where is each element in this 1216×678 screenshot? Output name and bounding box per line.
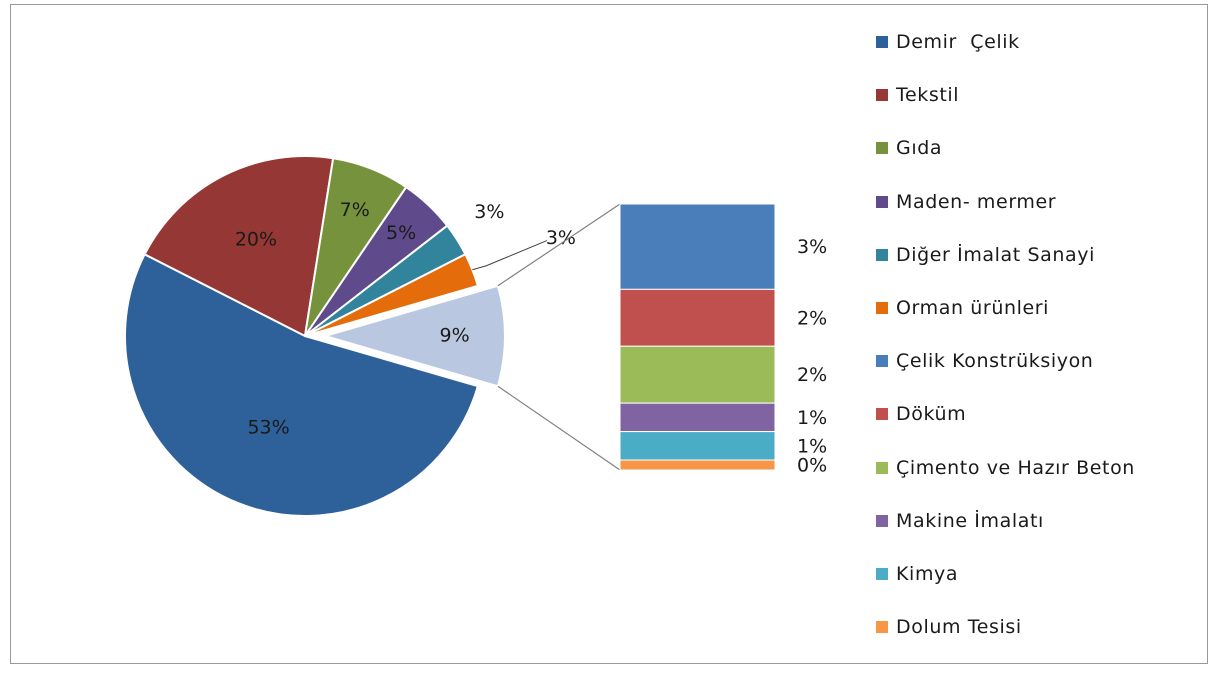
legend-label: Kimya <box>896 563 959 585</box>
connector-line-bottom <box>497 385 621 471</box>
legend-item: Diğer İmalat Sanayi <box>876 243 1095 267</box>
bar-segment <box>619 402 776 433</box>
legend-swatch <box>876 142 888 155</box>
legend-label: Çimento ve Hazır Beton <box>896 456 1135 479</box>
legend-swatch <box>876 355 888 368</box>
pie-data-label: 7% <box>340 199 370 221</box>
legend-swatch <box>876 195 888 208</box>
legend-swatch <box>876 514 888 527</box>
legend-label: Tekstil <box>896 84 960 107</box>
pie-data-label: 3% <box>546 227 576 249</box>
legend-label: Orman ürünleri <box>896 297 1050 319</box>
legend-label: Çelik Konstrüksiyon <box>896 350 1094 373</box>
legend-swatch <box>876 568 888 580</box>
legend-swatch <box>876 461 888 474</box>
stacked-bar: 3%2%2%1%1%0% <box>619 203 827 477</box>
pie-chart: 53% 20% 7% 5% 3% 3% 9% <box>124 155 576 517</box>
legend-swatch <box>876 248 888 261</box>
legend-item: Demir Çelik <box>876 30 1020 54</box>
connector-lines <box>497 203 621 471</box>
pie-data-label: 3% <box>474 201 504 223</box>
bar-data-label: 2% <box>797 364 827 386</box>
legend-item: Gıda <box>876 136 942 160</box>
bar-data-label: 2% <box>797 307 827 329</box>
pie-data-label: 5% <box>386 222 416 244</box>
bar-segment <box>619 288 776 347</box>
legend-item: Dolum Tesisi <box>876 615 1022 639</box>
bar-segment <box>619 431 776 461</box>
legend-label: Döküm <box>896 403 967 426</box>
legend-label: Gıda <box>896 137 943 160</box>
pie-slice <box>321 284 506 388</box>
legend-label: Dolum Tesisi <box>896 616 1022 639</box>
bar-data-label: 0% <box>797 455 827 477</box>
bar-segment <box>619 459 776 471</box>
legend-label: Maden- mermer <box>896 190 1057 213</box>
bar-segment <box>619 203 776 290</box>
legend-item: Kimya <box>876 562 958 586</box>
legend-swatch <box>876 302 888 314</box>
legend-label: Demir Çelik <box>896 31 1020 53</box>
bar-data-label: 1% <box>797 407 827 429</box>
legend-swatch <box>876 408 888 421</box>
legend-item: Maden- mermer <box>876 190 1056 214</box>
pie-data-label: 20% <box>235 228 277 250</box>
pie-slice <box>304 252 480 337</box>
connector-line-top <box>497 203 621 287</box>
legend-item: Tekstil <box>876 83 959 107</box>
legend-item: Çelik Konstrüksiyon <box>876 349 1093 373</box>
bar-data-label: 3% <box>797 236 827 258</box>
pie-data-label: 53% <box>247 417 289 439</box>
pie-data-label: 9% <box>440 325 470 347</box>
bar-segment <box>619 345 776 404</box>
legend-item: Döküm <box>876 402 966 426</box>
legend-swatch <box>876 621 888 634</box>
pie-slice <box>143 155 335 338</box>
bar-data-label: 1% <box>797 435 827 457</box>
legend-item: Çimento ve Hazır Beton <box>876 456 1135 480</box>
legend-label: Makine İmalatı <box>896 509 1044 532</box>
legend-item: Makine İmalatı <box>876 509 1044 533</box>
legend-item: Orman ürünleri <box>876 296 1049 320</box>
legend-label: Diğer İmalat Sanayi <box>896 243 1095 266</box>
legend-swatch <box>876 36 888 48</box>
leader-line <box>472 240 548 271</box>
legend-swatch <box>876 89 888 102</box>
pie-slice <box>124 252 480 517</box>
